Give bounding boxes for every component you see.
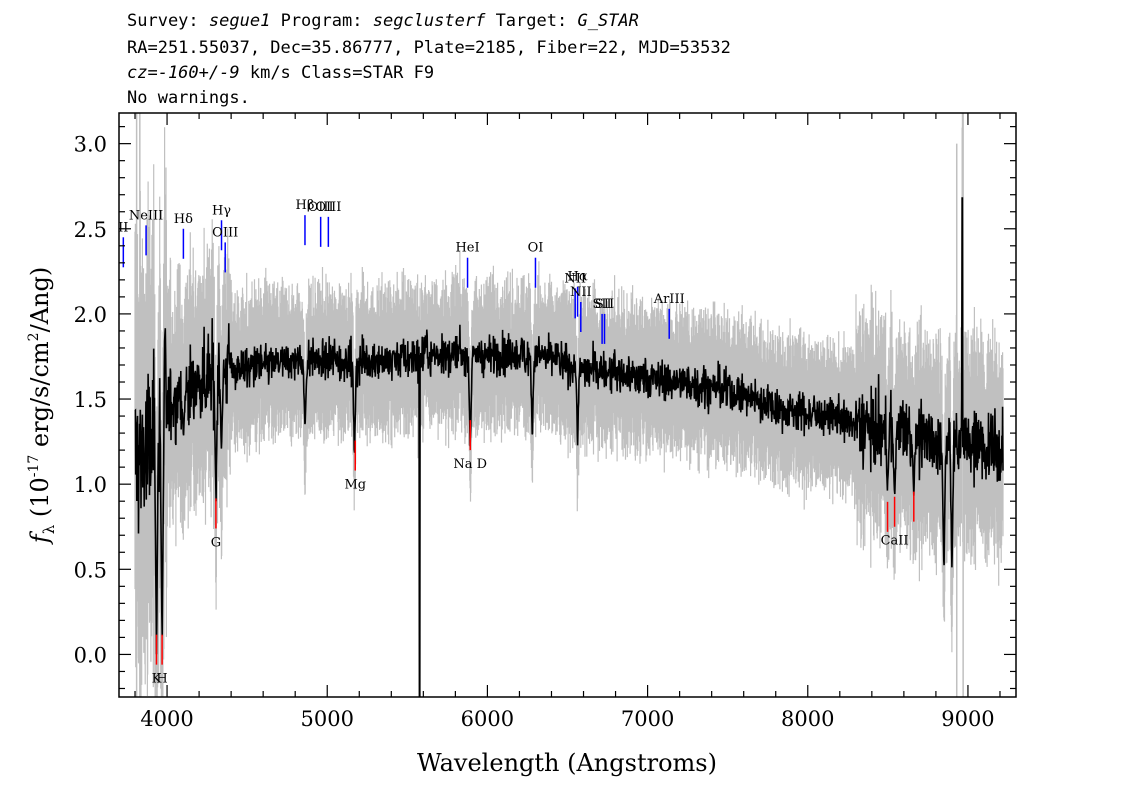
y-axis-title-end: /Ang) (26, 267, 54, 333)
x-tick-label: 9000 (941, 707, 994, 731)
y-tick-label: 0.5 (74, 558, 107, 582)
header-line-1: Survey: segue1 Program: segclusterf Targ… (127, 11, 639, 31)
error-band-path (134, 113, 1004, 697)
emission-line-label: II (118, 220, 128, 235)
flux-line (134, 197, 1004, 697)
class-value: km/s Class=STAR F9 (249, 63, 435, 83)
x-tick-label: 7000 (621, 707, 674, 731)
target-key: Target: (495, 11, 568, 31)
y-tick-label: 1.0 (74, 473, 107, 497)
absorption-line-label: H (156, 672, 167, 687)
y-tick-label: 0.0 (74, 643, 107, 667)
y-tick-label: 3.0 (74, 133, 107, 157)
survey-value: segue1 (208, 11, 271, 31)
x-tick-label: 5000 (301, 707, 354, 731)
y-axis-title-units-exp: 2 (26, 332, 42, 341)
program-value: segclusterf (372, 11, 486, 31)
y-tick-label: 2.0 (74, 303, 107, 327)
emission-line-label: SII (593, 297, 612, 312)
header-line-2: RA=251.55037, Dec=35.86777, Plate=2185, … (127, 38, 731, 58)
survey-key: Survey: (127, 11, 199, 31)
y-axis-title-units: erg/s/cm (26, 341, 54, 455)
target-value: G_STAR (577, 11, 639, 31)
y-axis-title-mid: (10 (26, 477, 54, 525)
emission-line-label: Hα (568, 270, 588, 285)
x-tick-label: 4000 (140, 707, 193, 731)
emission-line-label: NII (564, 271, 586, 286)
axis-tick-labels: 4000 5000 6000 7000 8000 9000 0.0 0.5 1.0 1.5 2.0 2… (74, 133, 995, 731)
absorption-line-label: Na D (453, 457, 487, 472)
flux-series (134, 197, 1004, 697)
absorption-line-label: G (211, 535, 221, 550)
error-band (134, 113, 1004, 697)
emission-line-label: HeI (455, 241, 479, 256)
plot-frame (118, 112, 1017, 698)
emission-line-label: OIII (308, 200, 334, 215)
axis-ticks (119, 113, 1016, 697)
emission-line-label: NII (570, 285, 592, 300)
x-tick-label: 8000 (781, 707, 834, 731)
redshift-value: cz=-160+/-9 (127, 63, 240, 83)
header-line-3: cz=-160+/-9 km/s Class=STAR F9 (127, 63, 434, 83)
header-line-4: No warnings. (127, 88, 250, 108)
emission-line-label: OIII (315, 200, 341, 215)
emission-line-label: NeIII (129, 208, 163, 223)
emission-line-label: Hδ (174, 212, 193, 227)
absorption-line-label: K (152, 672, 162, 687)
y-axis-title: fλ (10-17 erg/s/cm2/Ang) (26, 267, 58, 545)
y-axis-title-exp: -17 (26, 455, 42, 478)
program-key: Program: (280, 11, 363, 31)
emission-line-label: OI (528, 241, 544, 256)
absorption-line-label: Mg (344, 478, 366, 493)
emission-line-label: Hβ (296, 198, 315, 213)
emission-line-label: SII (595, 297, 614, 312)
y-tick-label: 1.5 (74, 388, 107, 412)
y-axis-title-sub: λ (40, 524, 58, 534)
y-tick-label: 2.5 (74, 218, 107, 242)
emission-line-label: ArIII (653, 292, 685, 307)
x-axis-title: Wavelength (Angstroms) (417, 749, 717, 777)
absorption-line-label: CaII (881, 534, 909, 549)
x-tick-label: 6000 (461, 707, 514, 731)
emission-line-label: Hγ (212, 203, 231, 218)
emission-line-label: OIII (212, 225, 238, 240)
